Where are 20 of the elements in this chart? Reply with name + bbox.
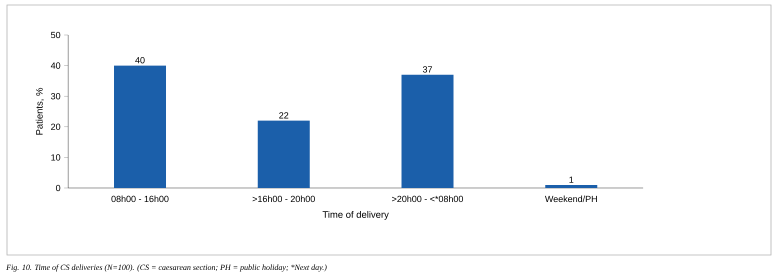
x-tick-label: Weekend/PH <box>544 196 597 202</box>
y-tick-label: 10 <box>51 154 60 161</box>
y-tick-label: 30 <box>50 93 60 100</box>
x-tick-label: >20h00 - <*08h00 <box>392 196 464 202</box>
data-label: 37 <box>422 66 432 73</box>
y-tick-label: 50 <box>50 32 60 38</box>
x-tick-label: 08h00 - 16h00 <box>111 196 169 202</box>
bar <box>114 66 166 188</box>
y-axis-title: Patients, % <box>36 88 44 135</box>
x-axis-title: Time of delivery <box>322 210 389 220</box>
y-tick-label: 40 <box>50 62 60 69</box>
bar <box>258 120 310 188</box>
bar <box>545 184 598 188</box>
data-label: 22 <box>279 112 288 118</box>
data-label: 40 <box>135 57 145 64</box>
bar <box>402 74 454 188</box>
data-label: 1 <box>569 176 574 183</box>
x-tick-label: >16h00 - 20h00 <box>252 196 315 202</box>
y-tick-label: 0 <box>56 184 60 192</box>
y-tick-label: 20 <box>51 124 60 130</box>
